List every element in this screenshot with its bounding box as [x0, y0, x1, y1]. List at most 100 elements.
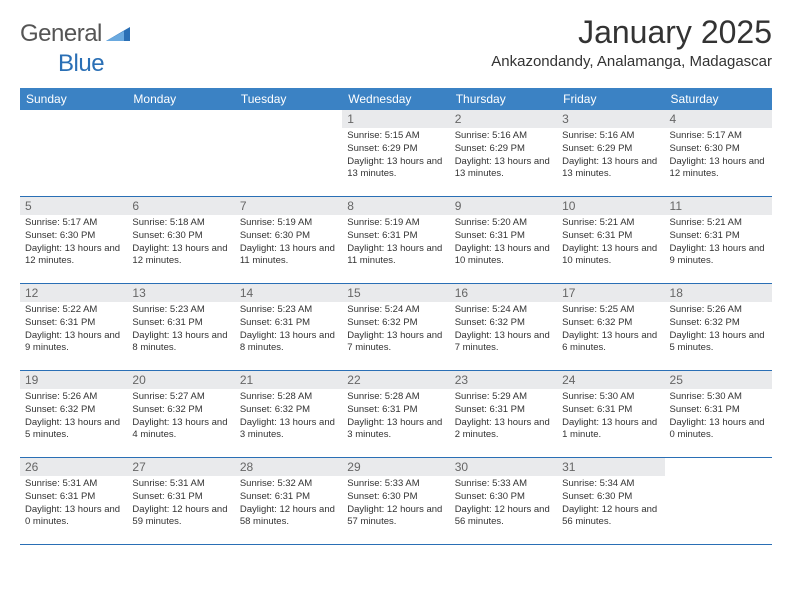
day-details: Sunrise: 5:34 AMSunset: 6:30 PMDaylight:…	[557, 476, 664, 529]
day-cell: 16Sunrise: 5:24 AMSunset: 6:32 PMDayligh…	[450, 284, 557, 370]
day-cell: 22Sunrise: 5:28 AMSunset: 6:31 PMDayligh…	[342, 371, 449, 457]
day-details: Sunrise: 5:28 AMSunset: 6:32 PMDaylight:…	[235, 389, 342, 442]
daylight-line: Daylight: 13 hours and 6 minutes.	[562, 330, 660, 356]
day-number: 12	[20, 284, 127, 302]
day-details: Sunrise: 5:23 AMSunset: 6:31 PMDaylight:…	[127, 302, 234, 355]
day-number	[665, 458, 772, 476]
sunrise-line: Sunrise: 5:24 AM	[455, 304, 553, 317]
day-number: 8	[342, 197, 449, 215]
sunrise-line: Sunrise: 5:26 AM	[670, 304, 768, 317]
day-number: 27	[127, 458, 234, 476]
daylight-line: Daylight: 13 hours and 8 minutes.	[132, 330, 230, 356]
sunset-line: Sunset: 6:31 PM	[347, 230, 445, 243]
day-details: Sunrise: 5:21 AMSunset: 6:31 PMDaylight:…	[557, 215, 664, 268]
sunset-line: Sunset: 6:30 PM	[670, 143, 768, 156]
day-cell	[20, 110, 127, 196]
sunset-line: Sunset: 6:30 PM	[132, 230, 230, 243]
sunset-line: Sunset: 6:31 PM	[670, 404, 768, 417]
day-number: 3	[557, 110, 664, 128]
sunset-line: Sunset: 6:31 PM	[240, 491, 338, 504]
day-details: Sunrise: 5:33 AMSunset: 6:30 PMDaylight:…	[450, 476, 557, 529]
sunset-line: Sunset: 6:30 PM	[455, 491, 553, 504]
daylight-line: Daylight: 12 hours and 57 minutes.	[347, 504, 445, 530]
sunset-line: Sunset: 6:29 PM	[455, 143, 553, 156]
day-cell: 5Sunrise: 5:17 AMSunset: 6:30 PMDaylight…	[20, 197, 127, 283]
logo: General	[20, 20, 132, 48]
sunset-line: Sunset: 6:30 PM	[347, 491, 445, 504]
logo-text-2: Blue	[58, 50, 104, 77]
sunrise-line: Sunrise: 5:21 AM	[562, 217, 660, 230]
sunset-line: Sunset: 6:32 PM	[240, 404, 338, 417]
day-number: 31	[557, 458, 664, 476]
sunset-line: Sunset: 6:31 PM	[25, 491, 123, 504]
day-cell: 7Sunrise: 5:19 AMSunset: 6:30 PMDaylight…	[235, 197, 342, 283]
day-number: 15	[342, 284, 449, 302]
sunrise-line: Sunrise: 5:28 AM	[240, 391, 338, 404]
daylight-line: Daylight: 13 hours and 2 minutes.	[455, 417, 553, 443]
daylight-line: Daylight: 12 hours and 59 minutes.	[132, 504, 230, 530]
week-row: 12Sunrise: 5:22 AMSunset: 6:31 PMDayligh…	[20, 284, 772, 371]
sunset-line: Sunset: 6:31 PM	[455, 404, 553, 417]
day-cell: 11Sunrise: 5:21 AMSunset: 6:31 PMDayligh…	[665, 197, 772, 283]
day-number: 9	[450, 197, 557, 215]
daylight-line: Daylight: 13 hours and 7 minutes.	[455, 330, 553, 356]
daylight-line: Daylight: 13 hours and 5 minutes.	[25, 417, 123, 443]
sunrise-line: Sunrise: 5:34 AM	[562, 478, 660, 491]
day-cell: 14Sunrise: 5:23 AMSunset: 6:31 PMDayligh…	[235, 284, 342, 370]
daylight-line: Daylight: 13 hours and 7 minutes.	[347, 330, 445, 356]
sunset-line: Sunset: 6:31 PM	[562, 404, 660, 417]
daylight-line: Daylight: 13 hours and 9 minutes.	[25, 330, 123, 356]
sunrise-line: Sunrise: 5:22 AM	[25, 304, 123, 317]
day-number: 17	[557, 284, 664, 302]
day-number: 2	[450, 110, 557, 128]
sunrise-line: Sunrise: 5:30 AM	[562, 391, 660, 404]
day-details: Sunrise: 5:20 AMSunset: 6:31 PMDaylight:…	[450, 215, 557, 268]
day-cell: 24Sunrise: 5:30 AMSunset: 6:31 PMDayligh…	[557, 371, 664, 457]
sunset-line: Sunset: 6:29 PM	[347, 143, 445, 156]
daylight-line: Daylight: 13 hours and 4 minutes.	[132, 417, 230, 443]
sunrise-line: Sunrise: 5:20 AM	[455, 217, 553, 230]
day-cell: 4Sunrise: 5:17 AMSunset: 6:30 PMDaylight…	[665, 110, 772, 196]
sunrise-line: Sunrise: 5:29 AM	[455, 391, 553, 404]
day-details: Sunrise: 5:22 AMSunset: 6:31 PMDaylight:…	[20, 302, 127, 355]
day-details: Sunrise: 5:21 AMSunset: 6:31 PMDaylight:…	[665, 215, 772, 268]
daylight-line: Daylight: 13 hours and 10 minutes.	[562, 243, 660, 269]
sunset-line: Sunset: 6:32 PM	[25, 404, 123, 417]
day-number	[20, 110, 127, 128]
day-number: 24	[557, 371, 664, 389]
day-number: 26	[20, 458, 127, 476]
day-details: Sunrise: 5:23 AMSunset: 6:31 PMDaylight:…	[235, 302, 342, 355]
daylight-line: Daylight: 13 hours and 9 minutes.	[670, 243, 768, 269]
day-cell: 3Sunrise: 5:16 AMSunset: 6:29 PMDaylight…	[557, 110, 664, 196]
day-cell: 12Sunrise: 5:22 AMSunset: 6:31 PMDayligh…	[20, 284, 127, 370]
daylight-line: Daylight: 13 hours and 12 minutes.	[670, 156, 768, 182]
day-details: Sunrise: 5:25 AMSunset: 6:32 PMDaylight:…	[557, 302, 664, 355]
day-cell: 17Sunrise: 5:25 AMSunset: 6:32 PMDayligh…	[557, 284, 664, 370]
day-cell: 2Sunrise: 5:16 AMSunset: 6:29 PMDaylight…	[450, 110, 557, 196]
day-number: 29	[342, 458, 449, 476]
day-cell: 26Sunrise: 5:31 AMSunset: 6:31 PMDayligh…	[20, 458, 127, 544]
sunrise-line: Sunrise: 5:26 AM	[25, 391, 123, 404]
daylight-line: Daylight: 13 hours and 5 minutes.	[670, 330, 768, 356]
day-cell: 18Sunrise: 5:26 AMSunset: 6:32 PMDayligh…	[665, 284, 772, 370]
day-details: Sunrise: 5:17 AMSunset: 6:30 PMDaylight:…	[665, 128, 772, 181]
day-number: 6	[127, 197, 234, 215]
day-number: 30	[450, 458, 557, 476]
calendar-page: General January 2025 Ankazondandy, Anala…	[0, 0, 792, 545]
sunset-line: Sunset: 6:31 PM	[562, 230, 660, 243]
day-cell: 6Sunrise: 5:18 AMSunset: 6:30 PMDaylight…	[127, 197, 234, 283]
sunrise-line: Sunrise: 5:15 AM	[347, 130, 445, 143]
location: Ankazondandy, Analamanga, Madagascar	[491, 53, 772, 70]
day-cell: 20Sunrise: 5:27 AMSunset: 6:32 PMDayligh…	[127, 371, 234, 457]
day-number: 23	[450, 371, 557, 389]
calendar-grid: 1Sunrise: 5:15 AMSunset: 6:29 PMDaylight…	[20, 110, 772, 545]
sunrise-line: Sunrise: 5:31 AM	[132, 478, 230, 491]
day-details: Sunrise: 5:26 AMSunset: 6:32 PMDaylight:…	[665, 302, 772, 355]
day-details: Sunrise: 5:24 AMSunset: 6:32 PMDaylight:…	[450, 302, 557, 355]
sunset-line: Sunset: 6:32 PM	[132, 404, 230, 417]
sunset-line: Sunset: 6:32 PM	[670, 317, 768, 330]
daylight-line: Daylight: 13 hours and 13 minutes.	[347, 156, 445, 182]
title-block: January 2025 Ankazondandy, Analamanga, M…	[491, 14, 772, 74]
day-number: 28	[235, 458, 342, 476]
day-details: Sunrise: 5:16 AMSunset: 6:29 PMDaylight:…	[557, 128, 664, 181]
